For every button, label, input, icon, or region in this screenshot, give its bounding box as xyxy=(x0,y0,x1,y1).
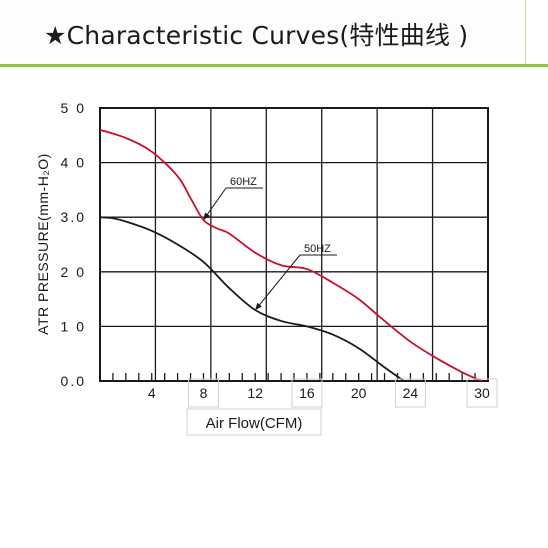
label-leader xyxy=(254,254,301,311)
header-divider xyxy=(0,64,548,67)
y-tick-label: 0.0 xyxy=(61,373,86,389)
x-tick-label: 4 xyxy=(148,385,156,401)
series-label-60hz: 60HZ xyxy=(230,176,257,188)
x-tick-label: 8 xyxy=(200,385,208,401)
series-label-50hz: 50HZ xyxy=(304,243,331,255)
y-axis-ticks: 0.0 1 0 2 0 3.0 4 0 5 0 xyxy=(61,100,86,389)
leader-arrowhead xyxy=(203,212,210,220)
y-tick-label: 2 0 xyxy=(61,264,86,280)
chart-series xyxy=(99,128,482,382)
chart-annotations: 60HZ 50HZ xyxy=(203,176,337,311)
x-tick-box xyxy=(466,378,498,408)
y-axis-label: ATR PRESSURE(mm-H₂O) xyxy=(35,153,51,335)
x-axis-ticks: 4 8 12 16 20 24 30 xyxy=(148,378,498,436)
x-tick-label: 24 xyxy=(403,385,419,401)
x-tick-label: 20 xyxy=(351,385,367,401)
header-background xyxy=(0,0,525,64)
y-tick-label: 1 0 xyxy=(61,318,86,334)
chart-grid xyxy=(100,108,488,381)
x-tick-label: 16 xyxy=(299,385,315,401)
x-tick-label: 12 xyxy=(247,385,263,401)
y-tick-label: 5 0 xyxy=(61,100,86,116)
x-label-box xyxy=(186,408,322,436)
header-divider-vertical xyxy=(525,0,526,65)
x-tick-box xyxy=(291,378,323,408)
y-tick-label: 3.0 xyxy=(61,209,86,225)
y-tick-label: 4 0 xyxy=(61,155,86,171)
x-tick-label: 30 xyxy=(474,385,490,401)
leader-arrowhead xyxy=(255,302,262,311)
chart-frame xyxy=(99,107,489,382)
series-line-50hz xyxy=(99,216,405,382)
page-header: ★Characteristic Curves(特性曲线 ) xyxy=(0,0,548,67)
x-axis-label: Air Flow(CFM) xyxy=(206,415,303,432)
page-title: ★Characteristic Curves(特性曲线 ) xyxy=(44,21,469,50)
x-tick-box xyxy=(187,378,219,408)
x-tick-box xyxy=(394,378,426,408)
plot-border xyxy=(99,107,489,382)
series-line-60hz xyxy=(99,128,482,382)
